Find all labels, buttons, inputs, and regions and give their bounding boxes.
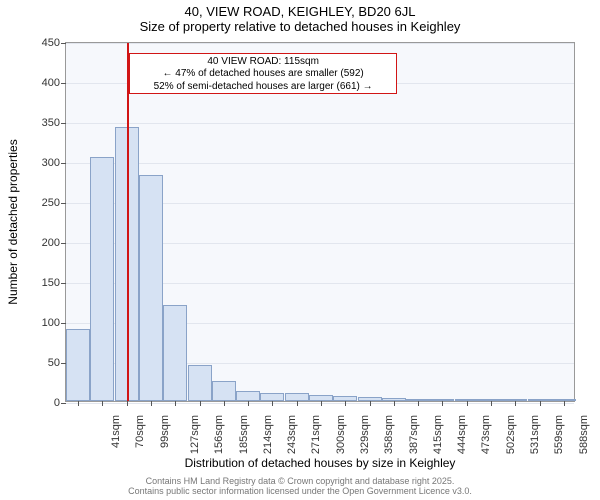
annotation-line: ← 47% of detached houses are smaller (59… bbox=[134, 68, 392, 81]
grid-line bbox=[66, 123, 574, 124]
footer-line2: Contains public sector information licen… bbox=[0, 486, 600, 496]
grid-line bbox=[66, 163, 574, 164]
x-tick-mark bbox=[442, 401, 443, 406]
annotation-line: 40 VIEW ROAD: 115sqm bbox=[134, 56, 392, 69]
x-tick-mark bbox=[418, 401, 419, 406]
x-tick-mark bbox=[248, 401, 249, 406]
y-tick-mark bbox=[61, 163, 66, 164]
histogram-bar bbox=[212, 381, 236, 401]
x-tick-mark bbox=[491, 401, 492, 406]
x-tick-mark bbox=[540, 401, 541, 406]
x-tick-mark bbox=[200, 401, 201, 406]
y-tick-mark bbox=[61, 203, 66, 204]
y-tick-mark bbox=[61, 283, 66, 284]
grid-line bbox=[66, 43, 574, 44]
histogram-bar bbox=[66, 329, 90, 401]
x-tick-label: 502sqm bbox=[505, 415, 517, 454]
x-tick-label: 243sqm bbox=[286, 415, 298, 454]
x-tick-mark bbox=[78, 401, 79, 406]
x-tick-label: 214sqm bbox=[262, 415, 274, 454]
x-axis-title: Distribution of detached houses by size … bbox=[65, 456, 575, 470]
y-axis-title: Number of detached properties bbox=[6, 139, 20, 304]
x-tick-mark bbox=[175, 401, 176, 406]
x-tick-label: 41sqm bbox=[110, 415, 122, 448]
x-tick-label: 271sqm bbox=[311, 415, 323, 454]
y-tick-mark bbox=[61, 43, 66, 44]
x-tick-mark bbox=[394, 401, 395, 406]
x-tick-label: 387sqm bbox=[408, 415, 420, 454]
histogram-bar bbox=[163, 305, 187, 401]
x-tick-label: 531sqm bbox=[529, 415, 541, 454]
x-tick-mark bbox=[151, 401, 152, 406]
plot-area: 05010015020025030035040045041sqm70sqm99s… bbox=[65, 42, 575, 402]
histogram-bar bbox=[236, 391, 260, 401]
y-tick-mark bbox=[61, 123, 66, 124]
x-tick-label: 415sqm bbox=[432, 415, 444, 454]
x-tick-label: 127sqm bbox=[189, 415, 201, 454]
x-tick-label: 156sqm bbox=[213, 415, 225, 454]
x-tick-label: 70sqm bbox=[134, 415, 146, 448]
x-tick-label: 99sqm bbox=[159, 415, 171, 448]
y-tick-mark bbox=[61, 403, 66, 404]
x-tick-mark bbox=[345, 401, 346, 406]
y-tick-mark bbox=[61, 323, 66, 324]
histogram-bar bbox=[188, 365, 212, 401]
histogram-bar bbox=[90, 157, 114, 401]
x-tick-label: 300sqm bbox=[335, 415, 347, 454]
histogram-bar bbox=[139, 175, 163, 401]
histogram-bar bbox=[285, 393, 309, 401]
chart-title-line2: Size of property relative to detached ho… bbox=[0, 19, 600, 34]
x-tick-mark bbox=[467, 401, 468, 406]
x-tick-mark bbox=[224, 401, 225, 406]
histogram-bar bbox=[260, 393, 284, 401]
x-tick-label: 588sqm bbox=[578, 415, 590, 454]
x-tick-mark bbox=[370, 401, 371, 406]
x-tick-label: 559sqm bbox=[553, 415, 565, 454]
x-tick-mark bbox=[564, 401, 565, 406]
annotation-line: 52% of semi-detached houses are larger (… bbox=[134, 81, 392, 94]
x-tick-mark bbox=[127, 401, 128, 406]
x-tick-label: 329sqm bbox=[359, 415, 371, 454]
annotation-box: 40 VIEW ROAD: 115sqm← 47% of detached ho… bbox=[129, 53, 397, 95]
reference-line bbox=[127, 43, 129, 401]
x-tick-mark bbox=[515, 401, 516, 406]
grid-line bbox=[66, 403, 574, 404]
y-tick-mark bbox=[61, 243, 66, 244]
x-tick-label: 473sqm bbox=[481, 415, 493, 454]
footer-line1: Contains HM Land Registry data © Crown c… bbox=[0, 476, 600, 486]
x-tick-mark bbox=[321, 401, 322, 406]
x-tick-mark bbox=[272, 401, 273, 406]
histogram-chart: 40, VIEW ROAD, KEIGHLEY, BD20 6JL Size o… bbox=[0, 0, 600, 500]
x-tick-label: 358sqm bbox=[383, 415, 395, 454]
x-tick-label: 444sqm bbox=[456, 415, 468, 454]
y-tick-mark bbox=[61, 83, 66, 84]
x-tick-label: 185sqm bbox=[238, 415, 250, 454]
x-tick-mark bbox=[297, 401, 298, 406]
chart-footer: Contains HM Land Registry data © Crown c… bbox=[0, 476, 600, 496]
x-tick-mark bbox=[102, 401, 103, 406]
chart-title-line1: 40, VIEW ROAD, KEIGHLEY, BD20 6JL bbox=[0, 0, 600, 19]
